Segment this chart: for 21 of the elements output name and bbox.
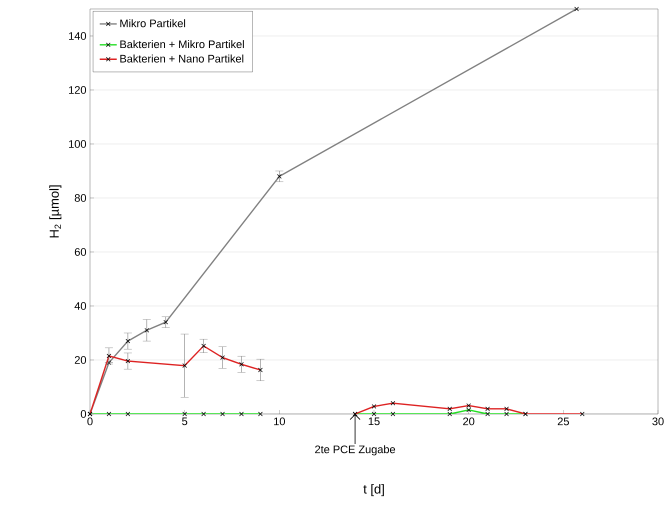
x-tick-label: 20 [463, 418, 474, 426]
x-tick-label: 30 [652, 418, 664, 426]
annotation: 2te PCE Zugabe [315, 445, 396, 456]
y-tick-label: 100 [69, 140, 86, 148]
y-tick-label: 20 [74, 356, 86, 364]
y-tick-label: 60 [74, 248, 86, 256]
y-tick-label: 0 [80, 410, 86, 418]
y-tick-label: 40 [74, 302, 86, 310]
y-tick-label: 120 [69, 86, 86, 94]
y-axis-title: H$_{2}$ [µmol] [49, 185, 62, 238]
legend-label: Bakterien + Mikro Partikel [120, 40, 244, 48]
y-tick-label: 140 [69, 32, 86, 40]
x-tick-label: 25 [558, 418, 569, 426]
legend-label: Mikro Partikel [120, 19, 186, 28]
x-tick-label: 5 [182, 418, 188, 426]
x-tick-label: 15 [368, 418, 380, 426]
legend-label: Bakterien + Nano Partikel [120, 54, 244, 63]
x-axis-title: t [d] [363, 484, 384, 496]
x-tick-label: 0 [87, 418, 93, 426]
x-tick-label: 10 [274, 418, 285, 426]
y-tick-label: 80 [74, 194, 86, 202]
